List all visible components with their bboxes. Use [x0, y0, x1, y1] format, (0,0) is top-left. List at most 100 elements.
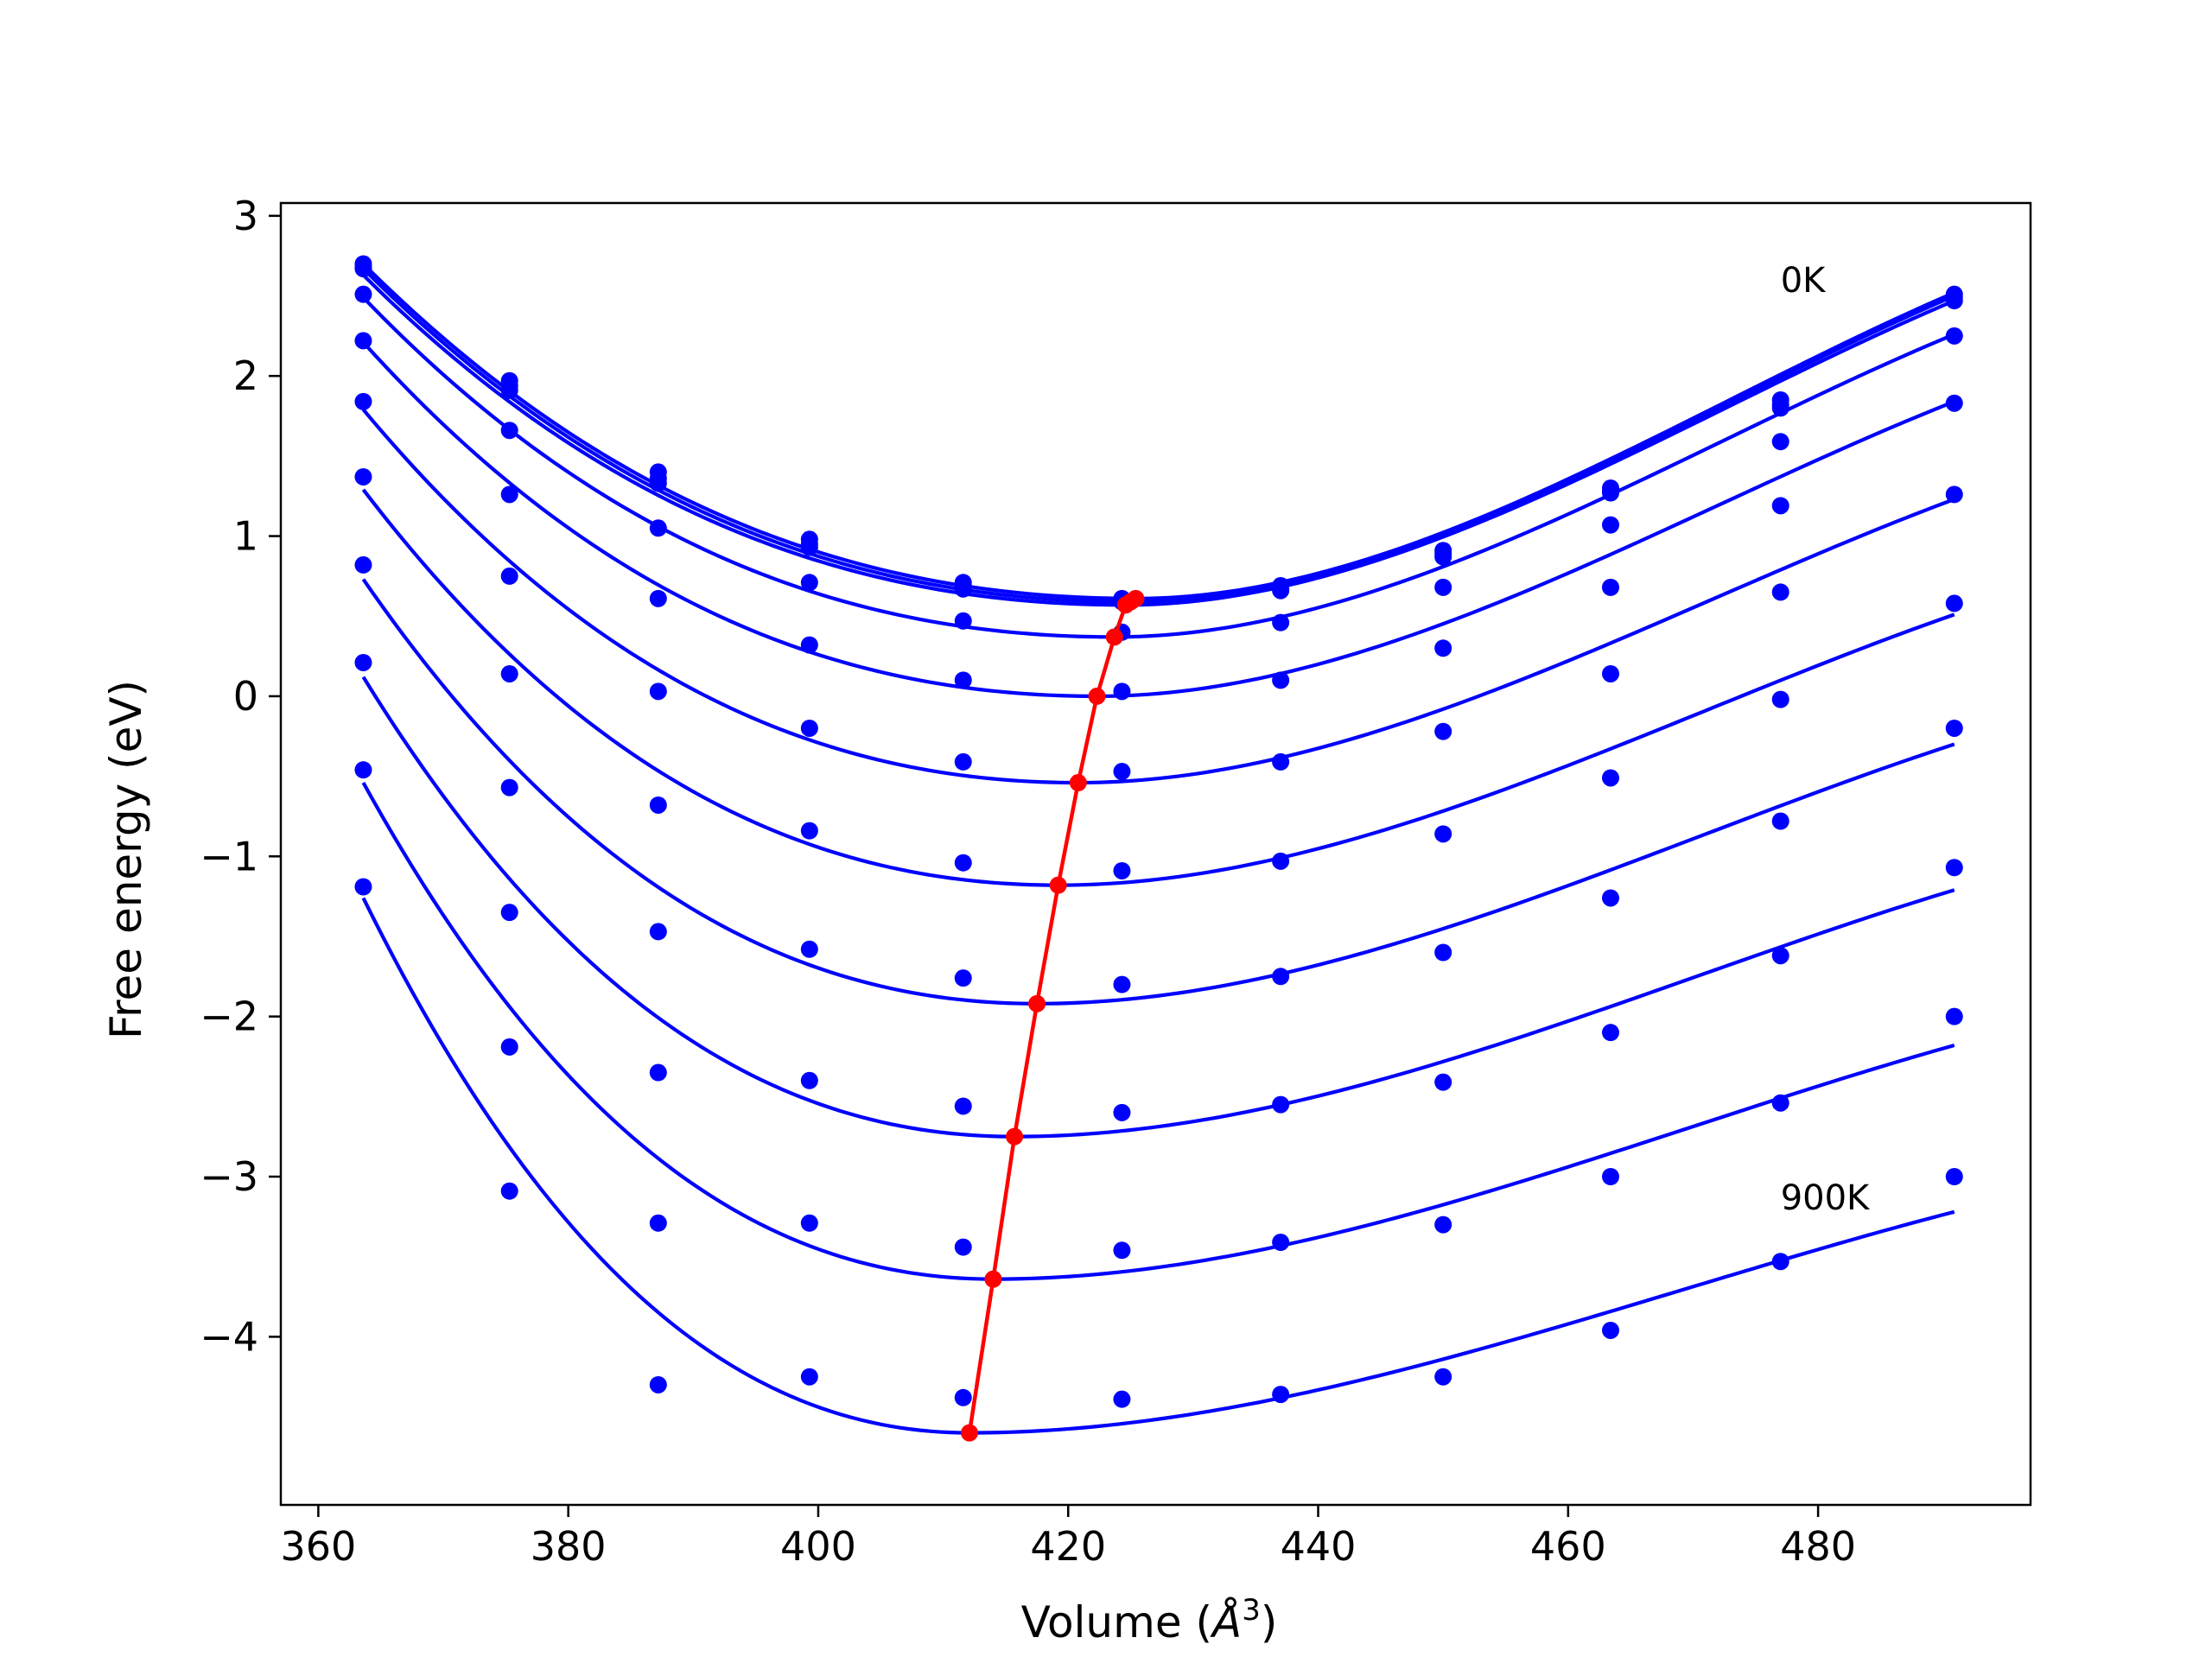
data-point: [800, 636, 818, 654]
x-tick-label: 380: [531, 1523, 607, 1570]
fit-line-2: [361, 273, 1955, 607]
data-point: [1945, 394, 1963, 412]
data-point: [1113, 1103, 1131, 1121]
data-point: [354, 332, 372, 350]
data-point: [354, 653, 372, 671]
y-axis-ticks: 3 2 1 0 −1 −2 −3 −4: [200, 193, 281, 1360]
data-point: [1434, 1073, 1452, 1091]
data-point: [1602, 484, 1619, 502]
data-point: [800, 940, 818, 958]
data-point: [1771, 1094, 1789, 1112]
data-point: [1602, 664, 1619, 682]
data-point: [1434, 578, 1452, 596]
data-point: [1771, 947, 1789, 965]
data-point: [1272, 1095, 1290, 1114]
data-point: [354, 259, 372, 277]
axes-frame: [279, 201, 2032, 1507]
data-point: [1434, 1368, 1452, 1386]
y-tick-label: 1: [233, 513, 258, 560]
data-point: [800, 1368, 818, 1386]
data-point: [1771, 583, 1789, 601]
data-point: [1945, 327, 1963, 345]
data-point: [954, 1388, 972, 1406]
data-point: [954, 752, 972, 771]
annotation-label: 900K: [1781, 1178, 1871, 1218]
data-point: [354, 285, 372, 303]
y-tick-label: −2: [200, 993, 258, 1040]
data-point: [954, 580, 972, 598]
data-point: [500, 422, 518, 440]
fit-line-0: [361, 262, 1955, 600]
annotation-label: 0K: [1781, 261, 1827, 301]
minimum-point: [1049, 876, 1067, 894]
data-point: [1272, 581, 1290, 600]
data-point: [1602, 516, 1619, 534]
data-point: [649, 589, 667, 607]
data-point: [649, 923, 667, 941]
data-point: [649, 519, 667, 537]
annotations: 0K 900K: [1781, 261, 1871, 1218]
data-point: [1602, 578, 1619, 596]
fit-line-4: [361, 340, 1955, 699]
data-point: [354, 878, 372, 896]
data-point: [1272, 1386, 1290, 1404]
fit-lines: [361, 262, 1955, 1435]
data-point: [500, 486, 518, 504]
data-point: [354, 555, 372, 574]
x-tick-label: 480: [1780, 1523, 1856, 1570]
x-axis-ticks: 360 380 400 420 440 460 480: [280, 1505, 1856, 1570]
minimum-point: [1028, 994, 1046, 1012]
data-point: [500, 778, 518, 797]
data-point: [649, 682, 667, 701]
x-axis-label: Volume (Å3): [1021, 1593, 1278, 1647]
data-point: [1434, 722, 1452, 740]
x-tick-label: 400: [780, 1523, 856, 1570]
y-tick-label: −4: [200, 1313, 258, 1360]
data-point: [354, 761, 372, 779]
data-point: [800, 719, 818, 737]
data-point: [1113, 1390, 1131, 1408]
data-point: [1113, 975, 1131, 993]
data-point: [1272, 1234, 1290, 1252]
data-point: [500, 1038, 518, 1056]
data-point: [1602, 1168, 1619, 1186]
data-point: [1771, 1253, 1789, 1271]
data-point: [1602, 1321, 1619, 1339]
x-axis-label-close: ): [1261, 1597, 1278, 1647]
data-point: [1602, 889, 1619, 907]
y-tick-label: 2: [233, 352, 258, 399]
minimum-point: [1116, 596, 1135, 614]
x-tick-label: 460: [1530, 1523, 1606, 1570]
data-point: [1272, 671, 1290, 689]
data-point: [954, 612, 972, 630]
x-tick-label: 440: [1281, 1523, 1357, 1570]
data-point: [800, 538, 818, 556]
fit-line-8: [361, 676, 1955, 1139]
fit-line-1: [361, 267, 1955, 604]
fit-line-7: [361, 578, 1955, 1006]
data-point: [1602, 769, 1619, 787]
data-point: [954, 671, 972, 689]
data-point: [1434, 1216, 1452, 1234]
minimum-point: [1006, 1127, 1024, 1146]
data-point: [1945, 1168, 1963, 1186]
data-point: [1434, 825, 1452, 843]
data-point: [649, 1063, 667, 1082]
data-points: [354, 255, 1963, 1408]
y-tick-label: 0: [233, 673, 258, 720]
data-point: [1945, 486, 1963, 504]
data-point: [500, 1182, 518, 1200]
data-point: [1272, 752, 1290, 771]
data-point: [1272, 613, 1290, 632]
data-point: [1771, 497, 1789, 515]
minimum-point: [984, 1270, 1002, 1288]
data-point: [954, 1097, 972, 1115]
x-axis-label-exponent: 3: [1242, 1593, 1261, 1628]
data-point: [1945, 292, 1963, 310]
data-point: [354, 467, 372, 486]
data-point: [1434, 639, 1452, 657]
data-point: [800, 574, 818, 592]
